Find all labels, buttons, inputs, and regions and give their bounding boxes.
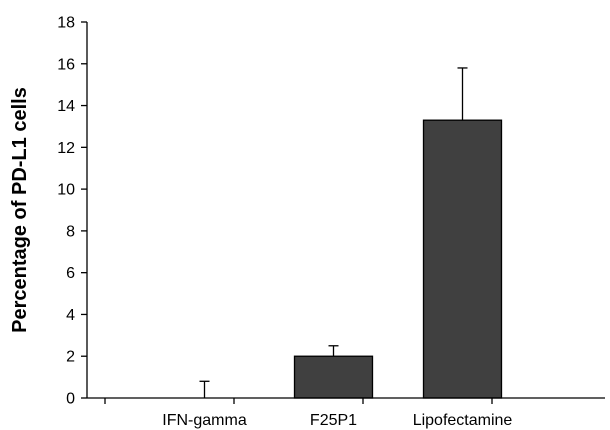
x-tick-label: Lipofectamine xyxy=(413,412,513,429)
x-tick-labels: IFN-gamma F25P1 Lipofectamine xyxy=(162,412,512,429)
axes-layer xyxy=(86,22,605,399)
y-tick-label: 2 xyxy=(66,349,75,366)
bars-layer xyxy=(293,119,503,399)
y-tick-label: 8 xyxy=(66,223,75,240)
y-tick-label: 16 xyxy=(57,56,75,73)
y-tick-label: 14 xyxy=(57,98,75,115)
y-tick-label: 10 xyxy=(57,182,75,199)
y-tick-label: 0 xyxy=(66,391,75,408)
y-tick-label: 4 xyxy=(66,307,75,324)
x-tick-label: IFN-gamma xyxy=(162,412,247,429)
y-axis-title: Percentage of PD-L1 cells xyxy=(9,87,31,333)
y-ticks: 0 2 4 6 8 10 12 14 16 18 xyxy=(57,15,493,408)
y-tick-label: 6 xyxy=(66,265,75,282)
error-bars-layer xyxy=(199,67,468,398)
bar-lipofectamine xyxy=(422,119,503,399)
bar-f25p1 xyxy=(293,355,374,399)
x-tick-label: F25P1 xyxy=(310,412,357,429)
y-tick-label: 12 xyxy=(57,140,75,157)
y-tick-label: 18 xyxy=(57,15,75,32)
